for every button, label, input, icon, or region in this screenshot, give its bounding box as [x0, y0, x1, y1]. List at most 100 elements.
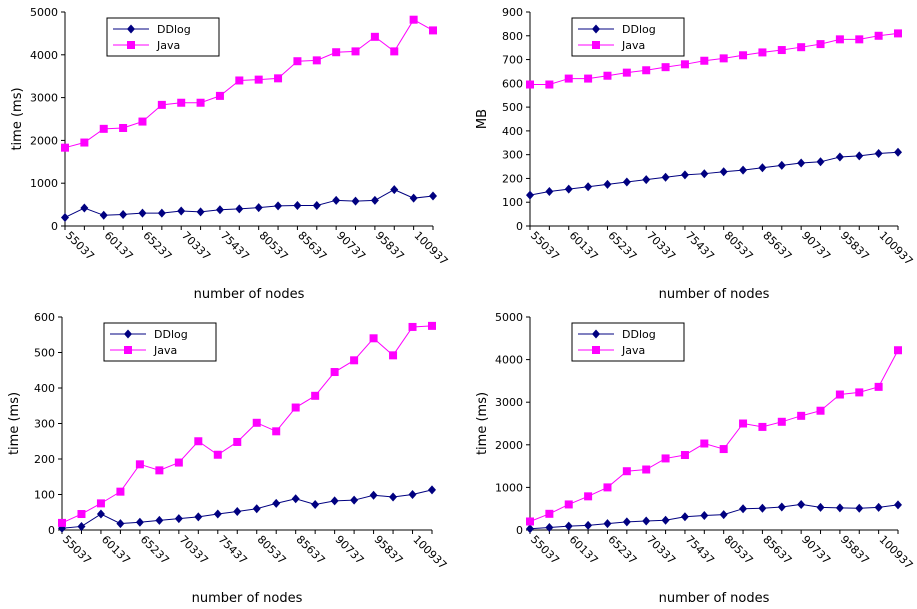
- marker: [603, 71, 612, 80]
- x-tick-label: 70337: [644, 229, 678, 263]
- marker: [99, 210, 108, 220]
- legend-box: [106, 17, 220, 57]
- marker: [119, 123, 128, 132]
- marker: [661, 515, 670, 525]
- marker: [274, 201, 283, 211]
- marker: [526, 517, 534, 526]
- marker: [174, 458, 183, 467]
- marker: [213, 450, 222, 459]
- marker: [389, 351, 398, 360]
- legend-label: DDlog: [154, 328, 188, 341]
- legend-label: DDlog: [622, 328, 656, 341]
- marker: [390, 47, 399, 56]
- marker: [77, 521, 86, 531]
- x-tick-label: 80537: [257, 229, 291, 263]
- legend-label: Java: [153, 344, 177, 357]
- marker: [592, 346, 600, 354]
- y-tick-label: 600: [502, 77, 523, 90]
- x-tick-label: 80537: [722, 533, 756, 567]
- marker: [700, 169, 709, 179]
- y-tick-label: 1000: [495, 481, 523, 494]
- marker: [61, 212, 69, 222]
- marker: [254, 203, 263, 213]
- marker: [894, 346, 902, 355]
- x-axis-label: number of nodes: [192, 591, 303, 606]
- marker: [116, 519, 125, 529]
- marker: [408, 490, 417, 499]
- marker: [592, 41, 600, 49]
- marker: [584, 520, 593, 530]
- x-tick-label: 60137: [567, 533, 601, 567]
- x-tick-label: 85637: [760, 229, 794, 263]
- x-tick-label: 95837: [838, 229, 872, 263]
- marker: [351, 47, 360, 56]
- x-axis-label: number of nodes: [194, 287, 305, 302]
- y-tick-label: 5000: [495, 311, 523, 324]
- marker: [894, 147, 902, 157]
- marker: [332, 48, 341, 57]
- subplot: 0 1000 2000 3000 4000 5000 55037 60137 65237 7033…: [475, 311, 915, 606]
- x-tick-label: 95837: [371, 533, 405, 567]
- marker: [135, 460, 144, 469]
- marker: [855, 503, 864, 513]
- marker: [758, 422, 767, 431]
- marker: [96, 509, 105, 519]
- y-axis-label: time (ms): [7, 392, 22, 455]
- marker: [758, 48, 767, 57]
- marker: [661, 172, 670, 182]
- marker: [564, 74, 573, 83]
- marker: [272, 498, 281, 508]
- marker: [429, 191, 437, 201]
- x-tick-label: 90737: [799, 229, 833, 263]
- x-tick-label: 95837: [373, 229, 407, 263]
- legend-box: [103, 322, 217, 362]
- marker: [119, 209, 128, 219]
- marker: [680, 60, 689, 69]
- marker: [311, 391, 320, 400]
- y-tick-label: 600: [34, 311, 55, 324]
- marker: [350, 495, 359, 505]
- x-tick-label: 65237: [140, 229, 174, 263]
- marker: [592, 329, 600, 339]
- y-tick-label: 4000: [495, 354, 523, 367]
- marker: [816, 40, 825, 49]
- marker: [739, 419, 748, 428]
- y-axis-label: time (ms): [475, 392, 490, 455]
- y-axis-label: time (ms): [10, 87, 25, 150]
- x-tick-label: 70337: [179, 229, 213, 263]
- y-tick-label: 2000: [30, 134, 58, 147]
- x-tick-label: 100937: [877, 533, 916, 572]
- legend-box: [571, 322, 685, 362]
- x-tick-label: 85637: [295, 229, 329, 263]
- marker: [351, 196, 360, 206]
- marker: [777, 502, 786, 512]
- marker: [116, 487, 125, 496]
- marker: [252, 504, 261, 514]
- marker: [661, 63, 670, 72]
- marker: [428, 485, 436, 495]
- marker: [389, 492, 398, 502]
- marker: [622, 68, 631, 77]
- marker: [622, 177, 631, 187]
- marker: [428, 321, 436, 330]
- marker: [739, 51, 748, 60]
- y-axis-label: MB: [475, 109, 490, 129]
- marker: [816, 502, 825, 512]
- y-tick-label: 100: [34, 489, 55, 502]
- marker: [835, 390, 844, 399]
- marker: [215, 91, 224, 100]
- marker: [155, 515, 164, 525]
- marker: [291, 494, 300, 504]
- x-tick-label: 55037: [528, 229, 562, 263]
- marker: [874, 502, 883, 512]
- marker: [80, 138, 89, 147]
- subplot: 0 100 200 300 400 500 600 700 800 900 55037 60137 65…: [475, 6, 915, 302]
- legend-label: DDlog: [157, 23, 191, 36]
- marker: [526, 524, 534, 534]
- marker: [274, 74, 283, 83]
- x-tick-label: 75437: [216, 533, 250, 567]
- x-tick-label: 75437: [683, 229, 717, 263]
- marker: [127, 24, 135, 34]
- marker: [797, 499, 806, 509]
- y-tick-label: 300: [502, 149, 523, 162]
